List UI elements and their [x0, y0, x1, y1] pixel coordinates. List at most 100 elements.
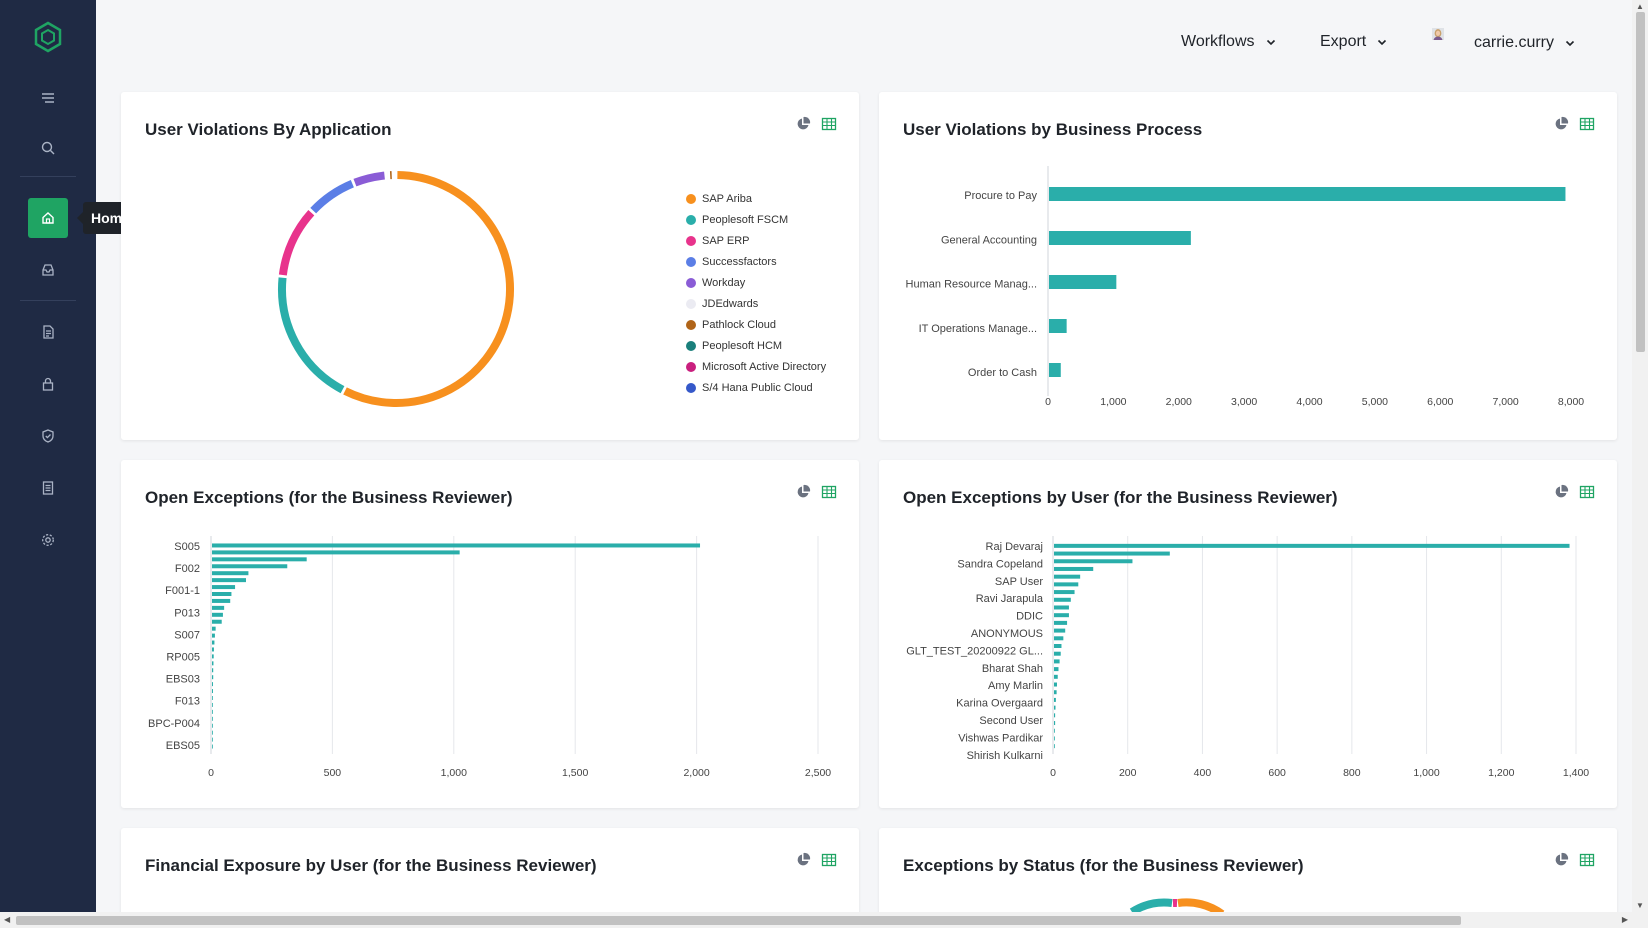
bar[interactable]	[1054, 559, 1133, 564]
nav-reports[interactable]	[28, 468, 68, 508]
donut-slice[interactable]	[310, 179, 354, 214]
bar[interactable]	[212, 654, 214, 659]
bar[interactable]	[212, 578, 246, 583]
nav-access[interactable]	[28, 364, 68, 404]
search-button[interactable]	[28, 128, 68, 168]
nav-security[interactable]	[28, 416, 68, 456]
bar[interactable]	[1054, 636, 1064, 641]
bar[interactable]	[1054, 582, 1079, 587]
bar[interactable]	[212, 709, 213, 714]
bar[interactable]	[1054, 744, 1055, 749]
workflows-menu[interactable]: Workflows	[1181, 33, 1277, 51]
bar[interactable]	[1049, 187, 1566, 201]
bar[interactable]	[1054, 613, 1069, 618]
bar[interactable]	[1054, 736, 1055, 741]
bar[interactable]	[1054, 682, 1057, 687]
bar[interactable]	[212, 626, 216, 631]
bar[interactable]	[1049, 363, 1061, 377]
bar[interactable]	[212, 730, 213, 735]
pie-chart-icon[interactable]	[795, 852, 811, 868]
bar[interactable]	[212, 668, 214, 673]
legend-item[interactable]: S/4 Hana Public Cloud	[686, 377, 826, 398]
bar[interactable]	[212, 661, 214, 666]
pie-chart-icon[interactable]	[1553, 484, 1569, 500]
bar[interactable]	[1054, 597, 1071, 602]
nav-inbox[interactable]	[28, 250, 68, 290]
bar[interactable]	[1054, 705, 1056, 710]
horizontal-scroll-thumb[interactable]	[16, 916, 1461, 925]
legend-item[interactable]: JDEdwards	[686, 293, 826, 314]
bar[interactable]	[1049, 275, 1117, 289]
pie-chart-icon[interactable]	[795, 484, 811, 500]
bar[interactable]	[212, 716, 213, 721]
user-menu[interactable]: carrie.curry	[1432, 27, 1576, 59]
bar[interactable]	[212, 598, 231, 603]
legend-item[interactable]: Peoplesoft FSCM	[686, 209, 826, 230]
pie-chart-icon[interactable]	[1553, 116, 1569, 132]
bar[interactable]	[1054, 566, 1094, 571]
legend-item[interactable]: Workday	[686, 272, 826, 293]
bar[interactable]	[1054, 721, 1056, 726]
bar[interactable]	[1049, 319, 1067, 333]
bar[interactable]	[1054, 697, 1056, 702]
bar[interactable]	[1054, 590, 1075, 595]
bar[interactable]	[212, 640, 215, 645]
bar[interactable]	[212, 585, 236, 590]
bar[interactable]	[212, 737, 213, 742]
bar[interactable]	[212, 543, 701, 548]
legend-item[interactable]: SAP Ariba	[686, 188, 826, 209]
bar[interactable]	[1054, 674, 1058, 679]
bar[interactable]	[212, 744, 213, 749]
bar[interactable]	[1054, 605, 1069, 610]
bar[interactable]	[212, 689, 213, 694]
bar[interactable]	[212, 682, 213, 687]
app-logo[interactable]	[31, 20, 65, 54]
horizontal-scrollbar[interactable]: ◀ ▶	[0, 912, 1648, 928]
bar[interactable]	[212, 612, 223, 617]
table-icon[interactable]	[821, 484, 837, 500]
legend-item[interactable]: Microsoft Active Directory	[686, 356, 826, 377]
legend-item[interactable]: Pathlock Cloud	[686, 314, 826, 335]
bar[interactable]	[1054, 651, 1061, 656]
bar[interactable]	[1054, 728, 1055, 733]
bar[interactable]	[1054, 644, 1062, 648]
bar[interactable]	[212, 675, 214, 680]
bar[interactable]	[1054, 659, 1060, 664]
vertical-scroll-thumb[interactable]	[1636, 12, 1645, 352]
export-menu[interactable]: Export	[1320, 33, 1388, 51]
table-icon[interactable]	[1579, 484, 1595, 500]
donut-slice[interactable]	[278, 210, 315, 276]
bar[interactable]	[212, 550, 460, 555]
bar[interactable]	[212, 557, 307, 562]
nav-settings[interactable]	[28, 520, 68, 560]
donut-slice[interactable]	[278, 277, 345, 394]
legend-item[interactable]: Successfactors	[686, 251, 826, 272]
bar[interactable]	[1054, 620, 1068, 625]
bar[interactable]	[1054, 667, 1059, 672]
donut-slice[interactable]	[353, 171, 386, 187]
bar[interactable]	[1054, 551, 1170, 556]
bar[interactable]	[212, 605, 225, 610]
table-icon[interactable]	[1579, 852, 1595, 868]
bar[interactable]	[212, 633, 215, 638]
bar[interactable]	[212, 619, 222, 624]
vertical-scrollbar[interactable]: ▲ ▼	[1632, 0, 1648, 912]
table-icon[interactable]	[821, 116, 837, 132]
nav-documents[interactable]	[28, 312, 68, 352]
bar[interactable]	[212, 696, 213, 700]
bar[interactable]	[212, 592, 232, 596]
legend-item[interactable]: SAP ERP	[686, 230, 826, 251]
pie-chart-icon[interactable]	[1553, 852, 1569, 868]
table-icon[interactable]	[1579, 116, 1595, 132]
bar[interactable]	[212, 647, 214, 652]
donut-slice[interactable]	[343, 171, 514, 407]
bar[interactable]	[212, 702, 213, 707]
table-icon[interactable]	[821, 852, 837, 868]
bar[interactable]	[1054, 574, 1081, 579]
pie-chart-icon[interactable]	[795, 116, 811, 132]
nav-home[interactable]	[28, 198, 68, 238]
bar[interactable]	[1054, 543, 1570, 548]
bar[interactable]	[1049, 231, 1191, 245]
bar[interactable]	[1054, 690, 1057, 695]
bar[interactable]	[212, 571, 249, 576]
